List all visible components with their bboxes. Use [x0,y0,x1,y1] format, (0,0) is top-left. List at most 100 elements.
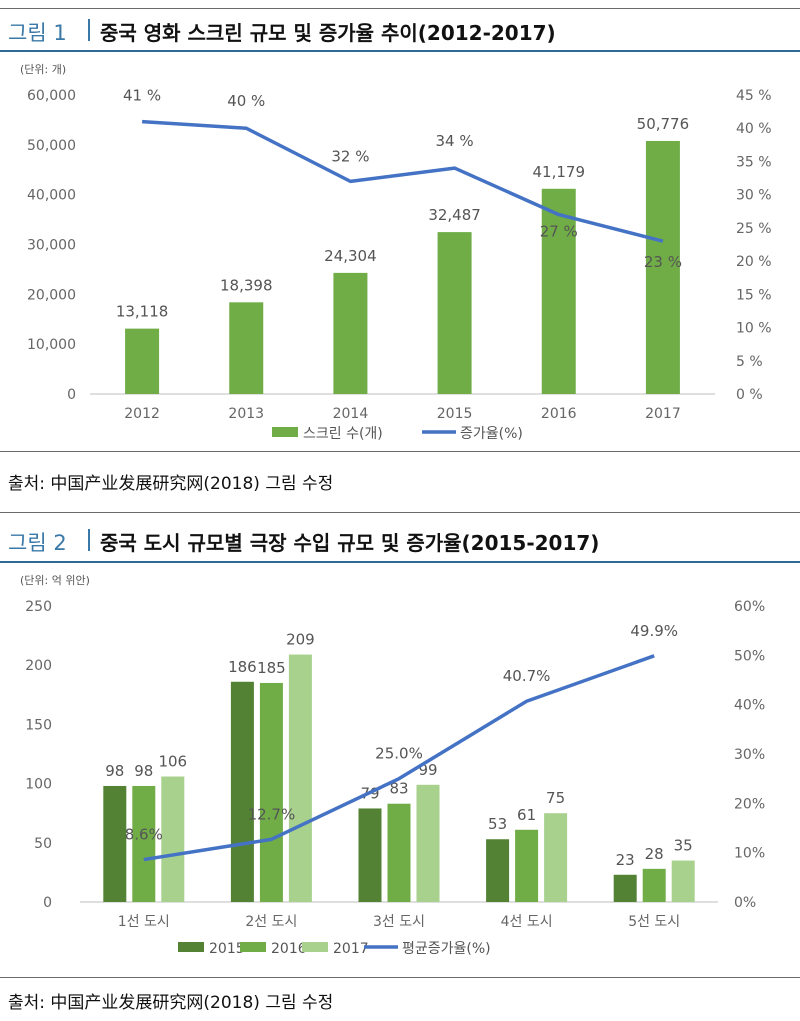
y-tick-label: 50,000 [27,138,76,154]
line-data-label: 27 % [540,223,578,241]
bar-data-label: 24,304 [324,247,377,265]
bar [103,785,127,902]
x-tick-label: 3선 도시 [373,914,425,930]
bar-data-label: 106 [158,752,187,770]
y-tick-label: 10,000 [27,337,76,353]
line-data-label: 25.0% [375,745,423,763]
bar-data-label: 83 [389,780,408,798]
unit-label: (단위: 억 위안) [20,574,90,587]
line-data-label: 49.9% [630,622,678,640]
x-tick-label: 2015 [437,406,473,422]
bar [541,188,576,394]
legend-entry: 증가율(%) [460,426,523,442]
line-data-label: 32 % [331,147,369,165]
bar [125,328,160,394]
legend-entry: 평균증가율(%) [402,941,491,957]
figure2-label-divider [88,529,90,551]
x-tick-label: 5선 도시 [628,914,680,930]
line-data-label: 41 % [123,87,161,105]
y2-tick-label: 10 % [736,321,772,337]
series-line [143,654,655,862]
unit-label: (단위: 개) [20,63,66,76]
y2-tick-label: 25 % [736,221,772,237]
bar-data-label: 98 [105,762,124,780]
y2-tick-label: 0 % [736,387,763,403]
x-tick-label: 2012 [124,406,160,422]
y-tick-label: 150 [25,717,52,733]
x-tick-label: 2014 [333,406,369,422]
bar [132,785,156,902]
y2-tick-label: 30 % [736,188,772,204]
bar-data-label: 13,118 [116,303,169,321]
figure2-label: 그림 2 [8,531,67,555]
x-tick-label: 2013 [228,406,264,422]
legend-swatch [272,427,298,437]
line-data-label: 12.7% [248,805,296,823]
figure2-title: 중국 도시 규모별 극장 수입 규모 및 증가율(2015-2017) [100,531,600,555]
bar [333,272,368,394]
y2-tick-label: 20% [734,796,765,812]
y-tick-label: 250 [25,599,52,615]
figure1-title: 중국 영화 스크린 규모 및 증가율 추이(2012-2017) [100,21,556,45]
x-tick-label: 2017 [645,406,681,422]
y2-tick-label: 20 % [736,254,772,270]
y2-tick-label: 0% [734,895,756,911]
bar [486,839,510,902]
figure1-source: 출처: 中国产业发展研究网(2018) 그림 수정 [8,474,334,494]
bar-data-label: 209 [286,631,315,649]
bar-data-label: 53 [488,815,507,833]
line-data-label: 40 % [227,92,265,110]
bar-data-label: 32,487 [428,206,481,224]
line-data-label: 40.7% [503,667,551,685]
bar [230,681,254,902]
y-tick-label: 40,000 [27,188,76,204]
y2-tick-label: 30% [734,747,765,763]
bar [358,808,382,902]
x-tick-label: 2선 도시 [245,914,297,930]
line-data-label: 34 % [436,132,474,150]
y-tick-label: 0 [43,895,52,911]
chart2: (단위: 억 위안) 0 50 100 150 200 250 0% 10% 20% 30% 40% 5… [20,574,765,957]
y-tick-label: 100 [25,777,52,793]
figure1-label-divider [88,19,90,41]
bar-data-label: 75 [546,789,565,807]
bar [416,784,440,902]
y-tick-label: 30,000 [27,238,76,254]
y-tick-label: 0 [67,387,76,403]
bar [544,813,568,902]
bar-data-label: 18,398 [220,276,273,294]
bar [259,682,283,902]
figure1-label: 그림 1 [8,21,67,45]
bar-data-label: 23 [616,851,635,869]
figure2-header: 그림 2 중국 도시 규모별 극장 수입 규모 및 증가율(2015-2017) [0,520,800,560]
figure1-header: 그림 1 중국 영화 스크린 규모 및 증가율 추이(2012-2017) [0,10,800,50]
bar [288,654,312,902]
bar [515,829,539,902]
bar-data-label: 28 [645,845,664,863]
legend-swatch [240,942,266,952]
bar [645,140,680,394]
y2-tick-label: 40% [734,698,765,714]
bar [387,803,411,902]
bar [437,232,472,394]
line-data-label: 8.6% [125,826,163,844]
x-tick-label: 2016 [541,406,577,422]
legend-entry: 2017 [333,941,369,957]
y2-tick-label: 10% [734,846,765,862]
bar [642,868,666,902]
x-tick-label: 4선 도시 [501,914,553,930]
series-line [141,119,664,243]
line-data-label: 23 % [644,253,682,271]
chart1: (단위: 개) 0 10,000 20,000 30,000 40,000 50,000 60… [20,63,772,442]
legend-swatch [302,942,328,952]
y2-tick-label: 45 % [736,88,772,104]
bar-data-label: 35 [674,837,693,855]
bar [671,860,695,902]
y2-tick-label: 50% [734,648,765,664]
legend-entry: 2015 [209,941,245,957]
bar [229,302,264,394]
bar-data-label: 185 [257,659,286,677]
y-tick-label: 20,000 [27,287,76,303]
legend-entry: 2016 [271,941,307,957]
y-tick-label: 200 [25,658,52,674]
